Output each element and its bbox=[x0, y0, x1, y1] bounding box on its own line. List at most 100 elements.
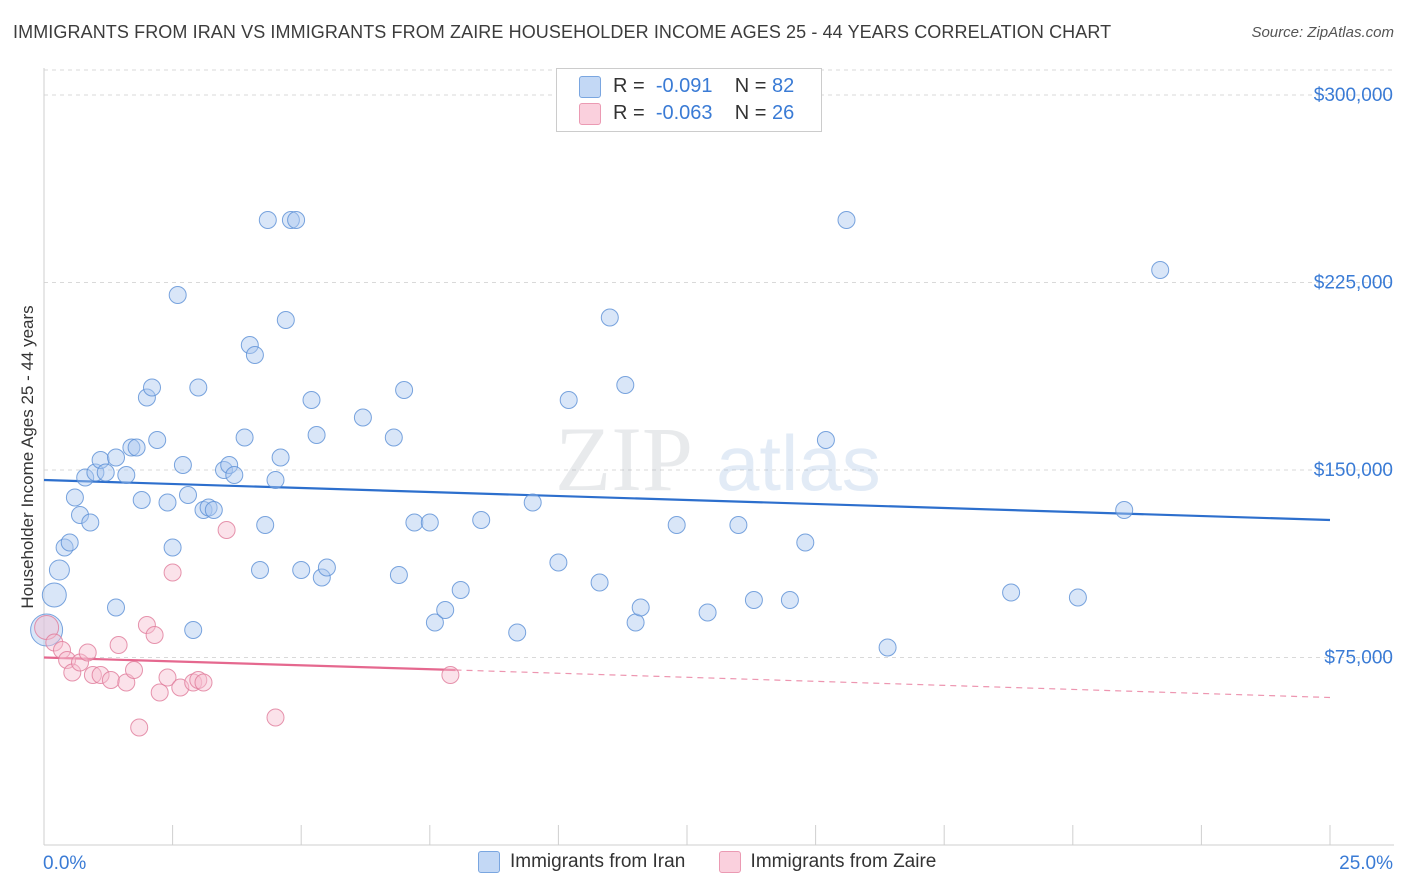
point-iran bbox=[276, 311, 295, 329]
point-iran bbox=[194, 501, 213, 519]
point-zaire bbox=[158, 668, 177, 687]
point-zaire bbox=[125, 661, 143, 679]
point-iran bbox=[48, 559, 70, 581]
point-iran bbox=[302, 391, 321, 409]
point-iran bbox=[626, 613, 645, 632]
point-iran bbox=[60, 533, 79, 552]
point-iran bbox=[425, 613, 444, 632]
point-iran bbox=[508, 623, 527, 642]
point-iran bbox=[436, 601, 455, 619]
point-iran bbox=[143, 378, 161, 397]
legend-row-iran: R = -0.091 N = 82 bbox=[579, 75, 794, 99]
point-iran bbox=[96, 463, 115, 482]
point-iran bbox=[132, 491, 151, 509]
point-iran bbox=[173, 456, 192, 474]
point-zaire bbox=[63, 663, 82, 682]
series-legend-zaire: Immigrants from Zaire bbox=[718, 851, 936, 873]
watermark-atlas: atlas bbox=[716, 419, 881, 507]
correlation-legend: R = -0.091 N = 82 R = -0.063 N = 26 bbox=[556, 68, 822, 132]
y-tick-label: $225,000 bbox=[1314, 273, 1393, 294]
chart-source: Source: ZipAtlas.com bbox=[1251, 24, 1394, 41]
watermark: ZIP atlas bbox=[555, 408, 881, 510]
point-iran bbox=[590, 573, 609, 592]
point-iran bbox=[744, 591, 763, 609]
data-points bbox=[30, 211, 1170, 737]
legend-swatch-zaire bbox=[579, 102, 601, 125]
point-iran bbox=[384, 428, 403, 447]
point-iran bbox=[729, 516, 748, 534]
point-zaire bbox=[217, 521, 236, 539]
legend-r-label: R = bbox=[613, 75, 645, 98]
point-zaire bbox=[71, 653, 89, 672]
point-iran bbox=[245, 346, 264, 364]
point-iran bbox=[405, 513, 424, 532]
point-zaire bbox=[109, 636, 128, 654]
point-iran bbox=[235, 428, 254, 447]
point-iran bbox=[266, 471, 285, 489]
point-iran bbox=[179, 486, 197, 504]
point-iran bbox=[389, 566, 408, 584]
legend-n-value-iran: 82 bbox=[772, 75, 795, 98]
legend-r-value-iran: -0.091 bbox=[655, 75, 713, 98]
point-iran bbox=[549, 553, 568, 572]
point-iran bbox=[559, 391, 578, 409]
point-iran bbox=[420, 513, 439, 532]
y-axis-label: Householder Income Ages 25 - 44 years bbox=[18, 305, 37, 608]
grid-lines bbox=[44, 69, 1394, 658]
point-iran bbox=[184, 621, 203, 639]
point-iran bbox=[163, 538, 182, 557]
point-iran bbox=[1068, 588, 1087, 607]
series-legend: Immigrants from Iran Immigrants from Zai… bbox=[478, 851, 964, 873]
trend-line-zaire bbox=[43, 656, 456, 672]
point-iran bbox=[117, 466, 136, 484]
point-iran bbox=[451, 581, 470, 599]
legend-row-zaire: R = -0.063 N = 26 bbox=[579, 102, 794, 126]
point-iran bbox=[41, 582, 67, 608]
legend-swatch-iran bbox=[579, 75, 601, 98]
point-iran bbox=[148, 431, 167, 449]
point-iran bbox=[631, 598, 650, 617]
point-iran bbox=[1151, 261, 1170, 279]
point-iran bbox=[189, 378, 208, 397]
point-iran bbox=[256, 516, 275, 534]
point-zaire bbox=[101, 671, 120, 689]
point-iran bbox=[796, 533, 815, 552]
point-iran bbox=[317, 558, 336, 577]
point-iran bbox=[55, 538, 74, 557]
point-zaire bbox=[53, 641, 71, 659]
point-iran bbox=[158, 493, 177, 512]
point-iran bbox=[281, 211, 300, 229]
point-iran bbox=[76, 468, 95, 487]
point-iran bbox=[312, 568, 331, 587]
point-zaire bbox=[150, 683, 169, 702]
legend-n-label: N = bbox=[734, 102, 767, 125]
point-iran bbox=[878, 638, 897, 657]
point-iran bbox=[137, 388, 156, 407]
point-zaire bbox=[137, 616, 156, 634]
point-iran bbox=[395, 381, 414, 399]
point-zaire bbox=[78, 643, 97, 662]
point-iran bbox=[271, 448, 290, 467]
point-zaire bbox=[266, 708, 285, 727]
point-zaire bbox=[163, 563, 182, 582]
x-tick-label: 0.0% bbox=[43, 853, 86, 874]
point-zaire bbox=[194, 673, 213, 692]
point-iran bbox=[215, 461, 233, 479]
y-tick-label: $75,000 bbox=[1324, 648, 1393, 669]
axes bbox=[43, 68, 1394, 846]
point-iran bbox=[81, 513, 100, 532]
point-iran bbox=[65, 488, 84, 507]
point-zaire bbox=[184, 673, 203, 692]
point-iran bbox=[837, 211, 856, 229]
series-label-iran: Immigrants from Iran bbox=[510, 851, 686, 872]
point-iran bbox=[225, 466, 244, 484]
point-iran bbox=[220, 456, 239, 474]
point-iran bbox=[667, 516, 686, 534]
point-iran bbox=[251, 561, 269, 579]
point-iran bbox=[616, 376, 635, 394]
point-iran bbox=[107, 448, 125, 467]
point-iran bbox=[127, 438, 146, 457]
series-swatch-zaire bbox=[718, 851, 741, 873]
point-zaire bbox=[189, 671, 208, 689]
chart-title: IMMIGRANTS FROM IRAN VS IMMIGRANTS FROM … bbox=[13, 22, 1112, 42]
